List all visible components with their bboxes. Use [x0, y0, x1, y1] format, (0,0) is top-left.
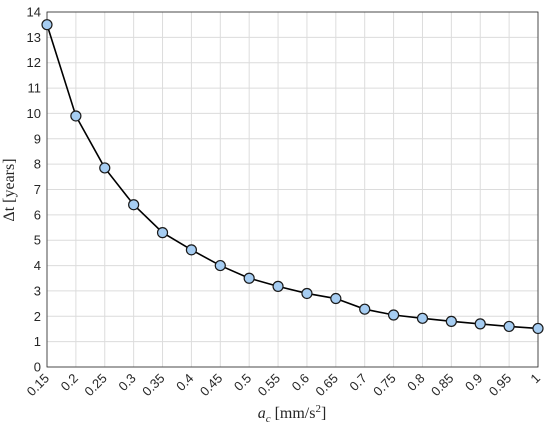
x-tick-label: 0.15 [24, 371, 53, 400]
marker [214, 259, 226, 272]
x-tick-label: 0.3 [115, 371, 138, 394]
x-tick-label: 0.4 [173, 371, 196, 394]
x-tick-label: 0.45 [197, 371, 226, 400]
marker [330, 292, 342, 305]
marker [359, 303, 371, 315]
y-tick-label: 3 [34, 283, 41, 298]
x-tick-label: 0.5 [231, 371, 254, 394]
x-tick-label: 0.65 [312, 371, 341, 400]
x-tick-label: 1 [527, 371, 543, 387]
marker [445, 315, 457, 327]
y-tick-label: 1 [34, 334, 41, 349]
x-tick-label: 0.55 [255, 371, 284, 400]
line [46, 24, 539, 330]
x-tick-label: 0.35 [139, 371, 168, 400]
y-tick-label: 5 [34, 233, 41, 248]
marker [387, 309, 400, 321]
marker [474, 318, 486, 330]
y-tick-label: 0 [34, 360, 41, 375]
marker [70, 110, 82, 122]
x-tick-label: 0.9 [462, 371, 485, 394]
y-tick-label: 6 [34, 207, 41, 222]
marker [272, 280, 284, 292]
x-axis-label: ac [mm/s2] [258, 403, 327, 425]
plot-frame [46, 11, 539, 368]
x-tick-label: 0.25 [81, 371, 110, 400]
x-tick-label: 0.85 [428, 371, 457, 400]
y-tick-label: 10 [27, 106, 41, 121]
y-tick-label: 13 [27, 30, 41, 45]
marker [503, 320, 515, 333]
marker [41, 19, 53, 31]
x-tick-label: 0.95 [486, 371, 515, 400]
y-tick-label: 7 [34, 182, 41, 197]
marker [532, 322, 544, 335]
y-tick-label: 12 [27, 55, 41, 70]
marker [185, 244, 198, 256]
x-tick-label: 0.75 [370, 371, 399, 400]
y-tick-label: 8 [34, 157, 41, 172]
y-tick-label: 9 [34, 131, 41, 146]
x-tick-label: 0.6 [289, 371, 312, 394]
marker [416, 312, 429, 324]
x-tick-label: 0.7 [346, 371, 369, 394]
y-axis-label: Δt [years] [1, 158, 18, 221]
marker [156, 227, 169, 239]
x-tick-label: 0.8 [404, 371, 427, 394]
x-tick-label: 0.2 [58, 371, 81, 394]
y-tick-label: 14 [27, 5, 41, 20]
y-tick-label: 4 [34, 258, 41, 273]
y-tick-label: 2 [34, 309, 41, 324]
marker [128, 199, 140, 211]
marker [301, 287, 313, 300]
marker [243, 272, 255, 284]
marker [99, 162, 111, 174]
y-tick-label: 11 [28, 81, 42, 96]
